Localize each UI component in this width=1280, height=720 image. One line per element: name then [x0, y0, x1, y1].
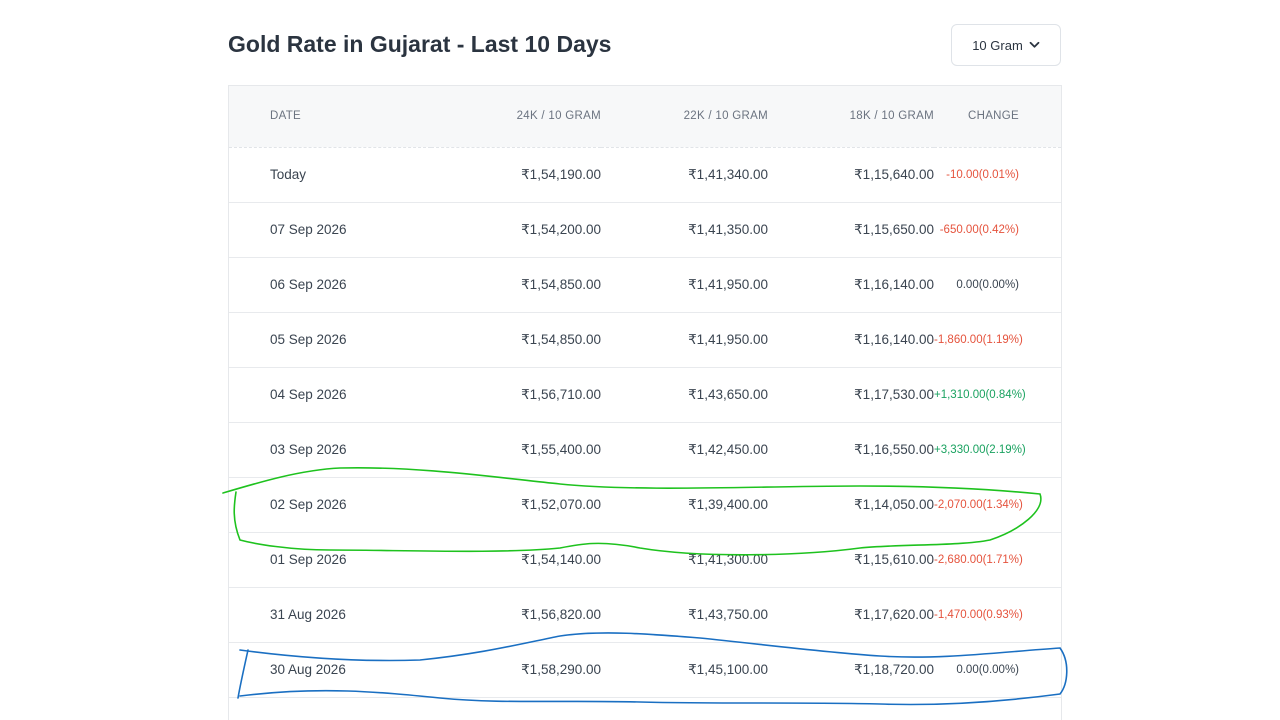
cell-date: 02 Sep 2026	[270, 497, 347, 512]
cell-date: 30 Aug 2026	[270, 662, 346, 677]
cell-18k-rate: ₹1,17,530.00	[854, 386, 934, 402]
cell-date: 05 Sep 2026	[270, 332, 347, 347]
unit-select-dropdown[interactable]: 10 Gram	[951, 24, 1061, 66]
table-row: 07 Sep 2026 ₹1,54,200.00 ₹1,41,350.00 ₹1,15…	[229, 202, 1061, 257]
table-row: 01 Sep 2026 ₹1,54,140.00 ₹1,41,300.00 ₹1,15…	[229, 532, 1061, 587]
cell-22k-rate: ₹1,42,450.00	[688, 441, 768, 457]
cell-24k-rate: ₹1,54,140.00	[521, 551, 601, 567]
cell-change: -10.00(0.01%)	[946, 168, 1019, 181]
cell-18k-rate: ₹1,18,720.00	[854, 661, 934, 677]
cell-18k-rate: ₹1,16,550.00	[854, 441, 934, 457]
column-header-change: CHANGE	[967, 110, 1019, 123]
cell-18k-rate: ₹1,16,140.00	[854, 276, 934, 292]
cell-change: 0.00(0.00%)	[956, 278, 1019, 291]
table-row: Today ₹1,54,190.00 ₹1,41,340.00 ₹1,15,640.0…	[229, 147, 1061, 202]
cell-change: +3,330.00(2.19%)	[934, 443, 1026, 456]
column-header-date: DATE	[270, 110, 302, 123]
cell-change: -650.00(0.42%)	[939, 223, 1019, 236]
column-header-24k: 24K / 10 GRAM	[516, 110, 601, 123]
cell-22k-rate: ₹1,43,750.00	[688, 606, 768, 622]
cell-22k-rate: ₹1,41,350.00	[688, 221, 768, 237]
table-header-row: DATE 24K / 10 GRAM 22K / 10 GRAM 18K / 1…	[229, 86, 1061, 147]
table-body: Today ₹1,54,190.00 ₹1,41,340.00 ₹1,15,640.0…	[229, 147, 1061, 697]
cell-18k-rate: ₹1,14,050.00	[854, 496, 934, 512]
cell-date: 03 Sep 2026	[270, 442, 347, 457]
cell-24k-rate: ₹1,56,820.00	[521, 606, 601, 622]
cell-24k-rate: ₹1,54,850.00	[521, 276, 601, 292]
cell-date: 04 Sep 2026	[270, 387, 347, 402]
gold-rate-table: DATE 24K / 10 GRAM 22K / 10 GRAM 18K / 1…	[228, 85, 1062, 720]
cell-22k-rate: ₹1,41,300.00	[688, 551, 768, 567]
cell-change: -2,070.00(1.34%)	[934, 498, 1023, 511]
cell-22k-rate: ₹1,39,400.00	[688, 496, 768, 512]
cell-change: +1,310.00(0.84%)	[934, 388, 1026, 401]
table-row: 05 Sep 2026 ₹1,54,850.00 ₹1,41,950.00 ₹1,16…	[229, 312, 1061, 367]
table-row: 04 Sep 2026 ₹1,56,710.00 ₹1,43,650.00 ₹1,17…	[229, 367, 1061, 422]
cell-24k-rate: ₹1,54,200.00	[521, 221, 601, 237]
cell-24k-rate: ₹1,54,850.00	[521, 331, 601, 347]
cell-18k-rate: ₹1,15,610.00	[854, 551, 934, 567]
cell-date: 07 Sep 2026	[270, 222, 347, 237]
cell-date: 06 Sep 2026	[270, 277, 347, 292]
column-header-22k: 22K / 10 GRAM	[683, 110, 768, 123]
cell-change: 0.00(0.00%)	[956, 663, 1019, 676]
cell-22k-rate: ₹1,41,950.00	[688, 276, 768, 292]
cell-22k-rate: ₹1,41,340.00	[688, 166, 768, 182]
table-row: 03 Sep 2026 ₹1,55,400.00 ₹1,42,450.00 ₹1,16…	[229, 422, 1061, 477]
cell-24k-rate: ₹1,58,290.00	[521, 661, 601, 677]
cell-18k-rate: ₹1,15,650.00	[854, 221, 934, 237]
cell-date: Today	[270, 167, 307, 182]
cell-22k-rate: ₹1,45,100.00	[688, 661, 768, 677]
cell-18k-rate: ₹1,15,640.00	[854, 166, 934, 182]
table-row: 31 Aug 2026 ₹1,56,820.00 ₹1,43,750.00 ₹1,17…	[229, 587, 1061, 642]
cell-24k-rate: ₹1,55,400.00	[521, 441, 601, 457]
table-row: 30 Aug 2026 ₹1,58,290.00 ₹1,45,100.00 ₹1,18…	[229, 642, 1061, 697]
cell-24k-rate: ₹1,56,710.00	[521, 386, 601, 402]
chevron-down-icon	[1029, 41, 1040, 49]
cell-22k-rate: ₹1,41,950.00	[688, 331, 768, 347]
page-title: Gold Rate in Gujarat - Last 10 Days	[228, 31, 612, 57]
cell-18k-rate: ₹1,16,140.00	[854, 331, 934, 347]
column-header-18k: 18K / 10 GRAM	[849, 110, 934, 123]
cell-24k-rate: ₹1,52,070.00	[521, 496, 601, 512]
cell-18k-rate: ₹1,17,620.00	[854, 606, 934, 622]
cell-24k-rate: ₹1,54,190.00	[521, 166, 601, 182]
table-row: 02 Sep 2026 ₹1,52,070.00 ₹1,39,400.00 ₹1,14…	[229, 477, 1061, 532]
unit-select-value: 10 Gram	[972, 37, 1023, 53]
cell-date: 01 Sep 2026	[270, 552, 347, 567]
cell-date: 31 Aug 2026	[270, 607, 346, 622]
table-row: 06 Sep 2026 ₹1,54,850.00 ₹1,41,950.00 ₹1,16…	[229, 257, 1061, 312]
cell-change: -1,860.00(1.19%)	[934, 333, 1023, 346]
cell-22k-rate: ₹1,43,650.00	[688, 386, 768, 402]
cell-change: -1,470.00(0.93%)	[934, 608, 1023, 621]
cell-change: -2,680.00(1.71%)	[934, 553, 1023, 566]
